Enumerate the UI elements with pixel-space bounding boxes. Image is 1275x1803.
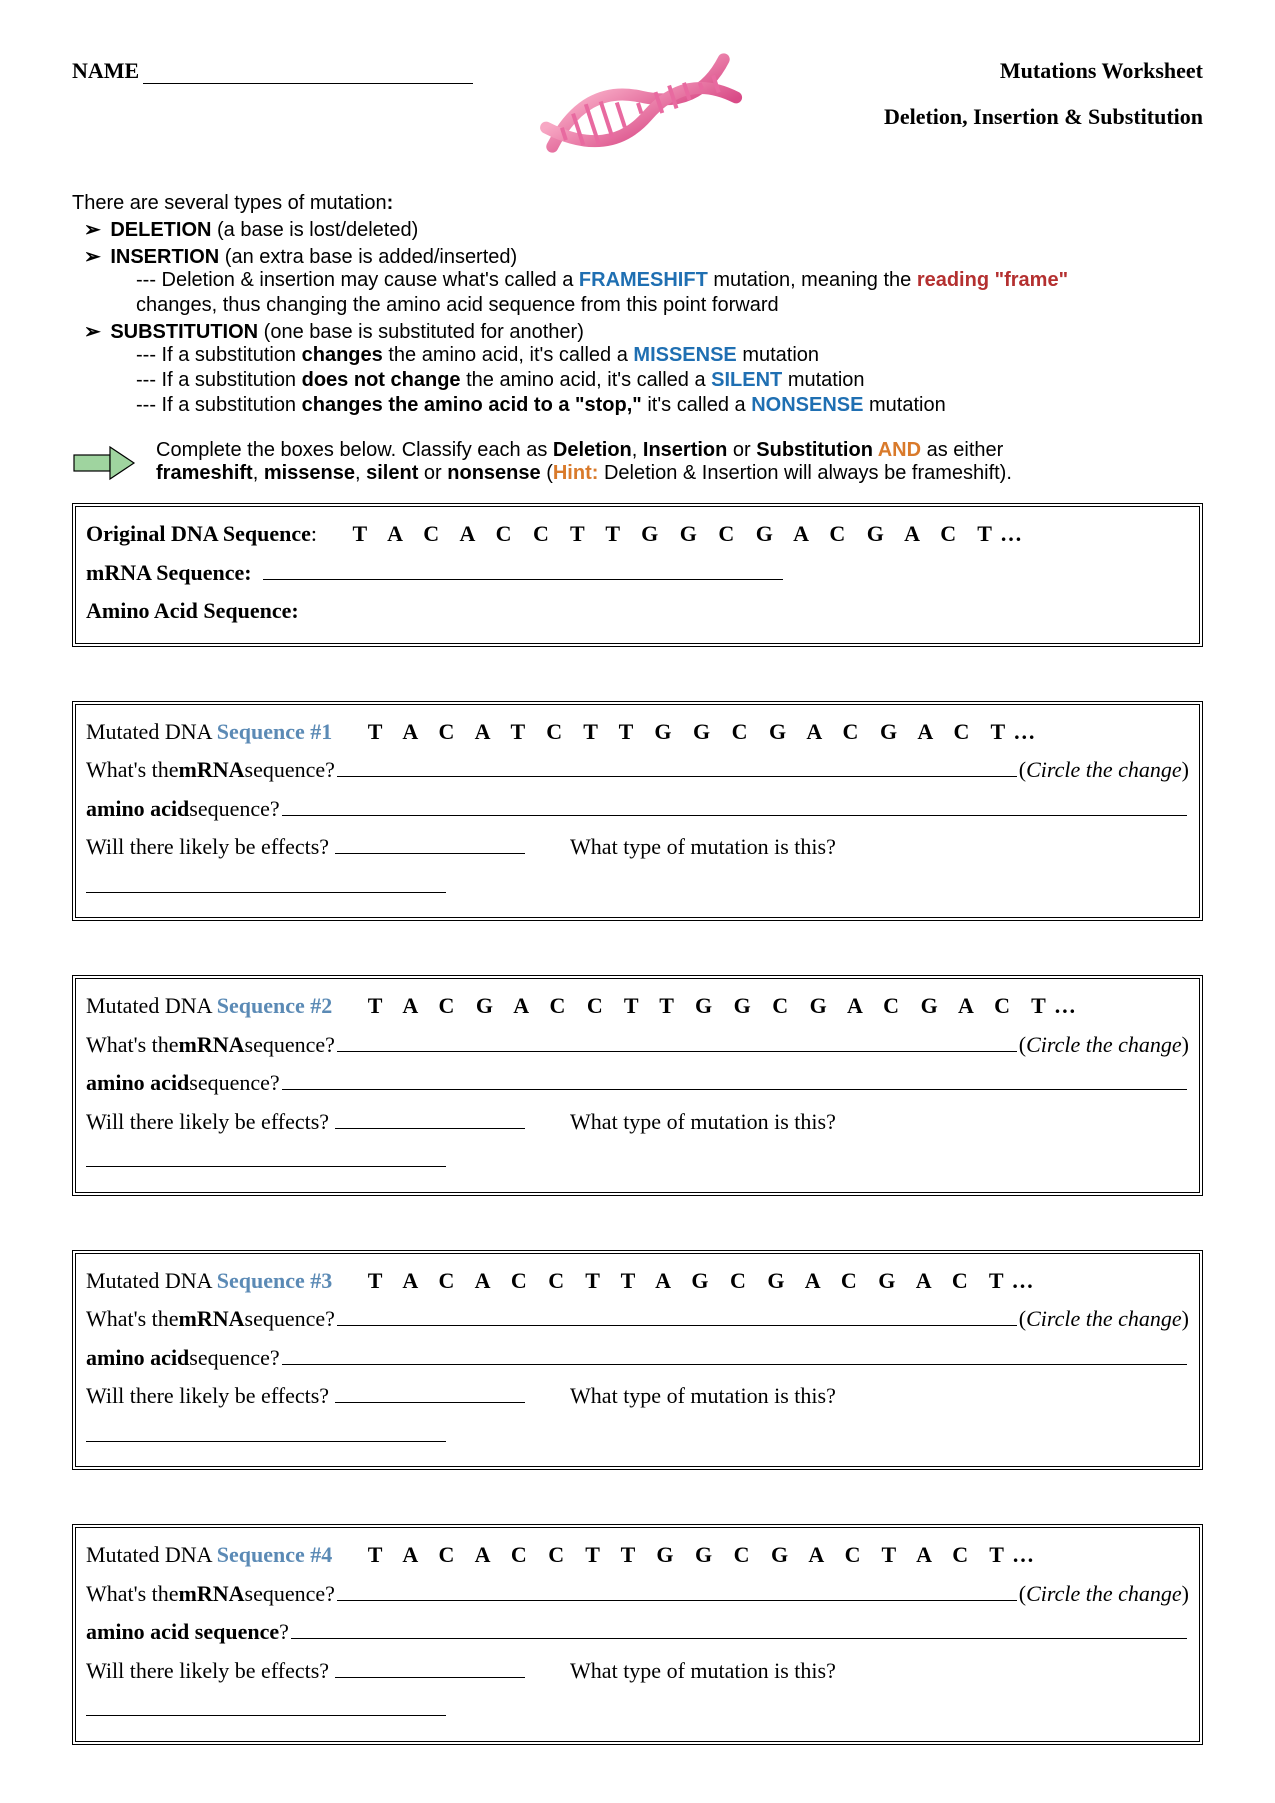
- effects-type-row: Will there likely be effects? What type …: [86, 828, 1189, 905]
- mutated-dna-seq: T A C A T C T T G G C G A C G A C T…: [368, 719, 1035, 744]
- mrna-answer-blank[interactable]: [337, 755, 1017, 777]
- missense-note: --- If a substitution changes the amino …: [110, 344, 1203, 367]
- type-blank[interactable]: [86, 1715, 446, 1716]
- name-underline[interactable]: [143, 83, 473, 84]
- aa-label: amino acid sequence: [86, 1613, 279, 1652]
- effects-blank[interactable]: [335, 1128, 525, 1129]
- instructions-text: Complete the boxes below. Classify each …: [156, 439, 1012, 485]
- mutation-box-2: Mutated DNA Sequence #2 T A C G A C C T …: [72, 975, 1203, 1196]
- type-blank[interactable]: [86, 892, 446, 893]
- list-item-deletion: DELETION (a base is lost/deleted): [110, 217, 1203, 242]
- arrow-icon: [72, 441, 138, 485]
- original-sequence-box: Original DNA Sequence: T A C A C C T T G…: [72, 503, 1203, 647]
- sequence-number: Sequence #3: [217, 1268, 333, 1293]
- list-item-insertion: INSERTION (an extra base is added/insert…: [110, 244, 1203, 317]
- worksheet-title: Mutations Worksheet: [884, 58, 1203, 84]
- circle-change-hint: Circle the change: [1026, 1026, 1182, 1065]
- aa-answer-blank[interactable]: [282, 1343, 1187, 1365]
- mrna-answer-blank[interactable]: [337, 1304, 1017, 1326]
- mutated-dna-row: Mutated DNA Sequence #1 T A C A T C T T …: [86, 713, 1189, 752]
- header: NAME: [72, 58, 1203, 130]
- aa-label: amino acid: [86, 1064, 189, 1103]
- mrna-blank[interactable]: [263, 579, 783, 580]
- amino-acid-question-row: amino acid sequence?: [86, 790, 1189, 829]
- amino-acid-question-row: amino acid sequence?: [86, 1339, 1189, 1378]
- dna-helix-icon: [523, 48, 753, 158]
- amino-acid-question-row: amino acid sequence?: [86, 1064, 1189, 1103]
- name-label: NAME: [72, 58, 139, 83]
- frameshift-note: --- Deletion & insertion may cause what'…: [110, 269, 1203, 292]
- original-dna-seq: T A C A C C T T G G C G A C G A C T…: [353, 521, 1022, 546]
- effects-blank[interactable]: [335, 853, 525, 854]
- sequence-number: Sequence #4: [217, 1542, 333, 1567]
- mutated-dna-row: Mutated DNA Sequence #2 T A C G A C C T …: [86, 987, 1189, 1026]
- mrna-question-row: What's the mRNA sequence? (Circle the ch…: [86, 1026, 1189, 1065]
- circle-change-hint: Circle the change: [1026, 1300, 1182, 1339]
- worksheet-page: NAME: [0, 0, 1275, 1803]
- sequence-number: Sequence #2: [217, 993, 333, 1018]
- aa-answer-blank[interactable]: [291, 1617, 1187, 1639]
- effects-type-row: Will there likely be effects? What type …: [86, 1652, 1189, 1729]
- original-dna-row: Original DNA Sequence: T A C A C C T T G…: [86, 515, 1189, 554]
- list-item-substitution: SUBSTITUTION (one base is substituted fo…: [110, 319, 1203, 417]
- mrna-answer-blank[interactable]: [337, 1579, 1017, 1601]
- mutated-dna-row: Mutated DNA Sequence #3 T A C A C C T T …: [86, 1262, 1189, 1301]
- worksheet-subtitle: Deletion, Insertion & Substitution: [884, 104, 1203, 130]
- intro-lead: There are several types of mutation:: [72, 192, 1203, 215]
- amino-acid-row: Amino Acid Sequence:: [86, 592, 1189, 631]
- name-field[interactable]: NAME: [72, 58, 473, 84]
- type-blank[interactable]: [86, 1441, 446, 1442]
- mutated-dna-seq: T A C G A C C T T G G C G A C G A C T…: [368, 993, 1076, 1018]
- mutation-box-3: Mutated DNA Sequence #3 T A C A C C T T …: [72, 1250, 1203, 1471]
- effects-type-row: Will there likely be effects? What type …: [86, 1103, 1189, 1180]
- mrna-row: mRNA Sequence:: [86, 554, 1189, 593]
- type-blank[interactable]: [86, 1166, 446, 1167]
- effects-type-row: Will there likely be effects? What type …: [86, 1377, 1189, 1454]
- instructions-row: Complete the boxes below. Classify each …: [72, 439, 1203, 485]
- mutation-types-list: DELETION (a base is lost/deleted) INSERT…: [72, 217, 1203, 417]
- mrna-question-row: What's the mRNA sequence? (Circle the ch…: [86, 751, 1189, 790]
- circle-change-hint: Circle the change: [1026, 1575, 1182, 1614]
- mutation-box-4: Mutated DNA Sequence #4 T A C A C C T T …: [72, 1524, 1203, 1745]
- aa-answer-blank[interactable]: [282, 794, 1187, 816]
- mrna-question-row: What's the mRNA sequence? (Circle the ch…: [86, 1300, 1189, 1339]
- mutated-dna-seq: T A C A C C T T G G C G A C T A C T…: [368, 1542, 1034, 1567]
- nonsense-note: --- If a substitution changes the amino …: [110, 394, 1203, 417]
- aa-answer-blank[interactable]: [282, 1068, 1187, 1090]
- effects-blank[interactable]: [335, 1677, 525, 1678]
- mutation-box-1: Mutated DNA Sequence #1 T A C A T C T T …: [72, 701, 1203, 922]
- header-right: Mutations Worksheet Deletion, Insertion …: [884, 58, 1203, 130]
- frameshift-note-2: changes, thus changing the amino acid se…: [110, 294, 1203, 317]
- aa-label: amino acid: [86, 790, 189, 829]
- circle-change-hint: Circle the change: [1026, 751, 1182, 790]
- silent-note: --- If a substitution does not change th…: [110, 369, 1203, 392]
- aa-label: amino acid: [86, 1339, 189, 1378]
- intro-text: There are several types of mutation: DEL…: [72, 192, 1203, 417]
- mrna-question-row: What's the mRNA sequence? (Circle the ch…: [86, 1575, 1189, 1614]
- mutated-dna-row: Mutated DNA Sequence #4 T A C A C C T T …: [86, 1536, 1189, 1575]
- mutated-dna-seq: T A C A C C T T A G C G A C G A C T…: [368, 1268, 1034, 1293]
- effects-blank[interactable]: [335, 1402, 525, 1403]
- sequence-number: Sequence #1: [217, 719, 333, 744]
- amino-acid-question-row: amino acid sequence?: [86, 1613, 1189, 1652]
- mrna-answer-blank[interactable]: [337, 1030, 1017, 1052]
